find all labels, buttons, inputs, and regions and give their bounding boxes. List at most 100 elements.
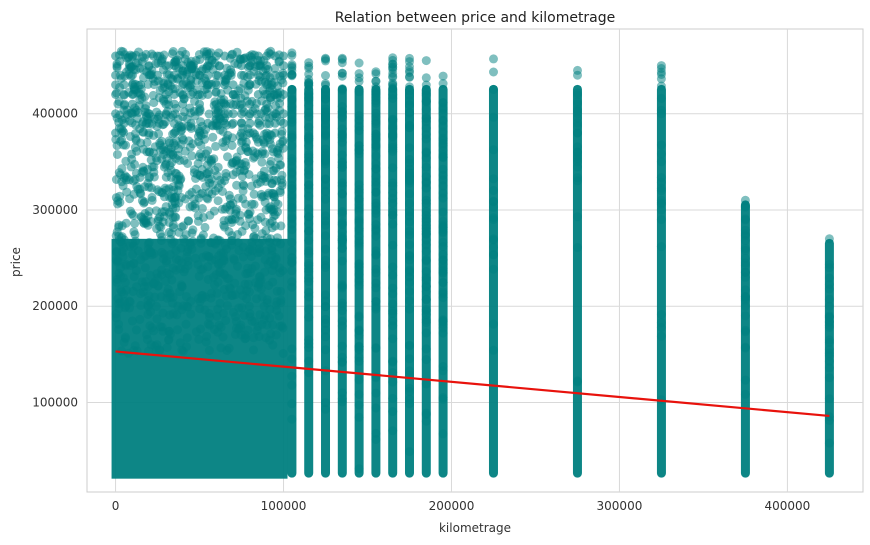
y-tick-label: 100000 bbox=[32, 395, 78, 409]
data-point bbox=[112, 63, 122, 73]
data-point bbox=[243, 325, 253, 335]
data-point bbox=[131, 129, 140, 138]
data-point bbox=[119, 80, 129, 90]
data-point bbox=[153, 51, 162, 61]
data-point bbox=[304, 212, 314, 222]
data-point bbox=[266, 329, 276, 339]
data-point bbox=[261, 226, 271, 236]
data-point bbox=[421, 105, 431, 114]
data-point bbox=[180, 146, 190, 156]
data-point bbox=[220, 80, 230, 90]
data-point bbox=[262, 295, 272, 305]
data-point bbox=[211, 80, 221, 90]
data-point bbox=[201, 169, 211, 179]
data-point bbox=[114, 325, 124, 335]
y-axis-ticks: 100000 200000 300000 400000 bbox=[32, 107, 78, 410]
data-point bbox=[279, 51, 288, 61]
data-point bbox=[253, 61, 263, 71]
data-point bbox=[252, 294, 261, 304]
data-point bbox=[354, 203, 364, 213]
data-point bbox=[824, 234, 834, 244]
data-point bbox=[354, 241, 364, 251]
data-point bbox=[213, 196, 223, 206]
data-point bbox=[245, 51, 255, 61]
data-point bbox=[203, 275, 213, 284]
data-point bbox=[573, 147, 582, 157]
data-point bbox=[271, 101, 281, 111]
data-point bbox=[421, 162, 431, 172]
data-point bbox=[438, 323, 448, 333]
data-point bbox=[354, 389, 364, 399]
data-point bbox=[195, 99, 204, 109]
data-point bbox=[304, 134, 314, 144]
data-point bbox=[388, 131, 398, 141]
data-point bbox=[252, 109, 262, 119]
data-point bbox=[193, 216, 203, 226]
data-point bbox=[287, 141, 297, 151]
data-point bbox=[321, 112, 330, 122]
data-point bbox=[139, 53, 149, 63]
data-point bbox=[222, 274, 232, 284]
data-point bbox=[262, 80, 272, 90]
data-point bbox=[371, 403, 381, 413]
data-point bbox=[489, 186, 498, 195]
data-point bbox=[203, 319, 213, 329]
data-point bbox=[122, 187, 132, 197]
data-point bbox=[304, 312, 314, 322]
data-point bbox=[388, 356, 398, 366]
point-column bbox=[488, 84, 498, 478]
data-point bbox=[371, 129, 381, 139]
data-point bbox=[304, 335, 314, 345]
data-point bbox=[245, 70, 255, 80]
data-point bbox=[304, 122, 314, 132]
data-point bbox=[169, 99, 179, 109]
data-point bbox=[247, 241, 257, 251]
data-point bbox=[111, 70, 121, 80]
data-point bbox=[489, 174, 498, 184]
data-point bbox=[321, 150, 330, 160]
data-point bbox=[656, 70, 666, 79]
data-point bbox=[287, 162, 297, 172]
data-point bbox=[253, 51, 263, 61]
data-point bbox=[245, 109, 255, 119]
data-point bbox=[164, 184, 174, 194]
data-point bbox=[354, 58, 364, 68]
data-point bbox=[656, 331, 666, 341]
data-point bbox=[114, 222, 124, 232]
data-point bbox=[169, 61, 179, 71]
data-point bbox=[405, 304, 414, 314]
data-point bbox=[228, 90, 238, 99]
data-point bbox=[371, 69, 381, 79]
data-point bbox=[249, 345, 258, 355]
data-point bbox=[304, 141, 314, 151]
data-point bbox=[371, 224, 381, 234]
data-point bbox=[167, 49, 177, 59]
data-point bbox=[656, 195, 666, 205]
data-point bbox=[166, 165, 176, 175]
data-point bbox=[211, 87, 221, 97]
data-point bbox=[438, 146, 448, 155]
data-point bbox=[117, 135, 127, 145]
data-point bbox=[287, 117, 297, 127]
data-point bbox=[321, 398, 330, 408]
data-point bbox=[371, 76, 381, 86]
data-point bbox=[210, 325, 219, 334]
data-point bbox=[287, 85, 297, 95]
data-point bbox=[405, 278, 414, 287]
data-point bbox=[237, 70, 246, 80]
data-point bbox=[209, 206, 219, 216]
point-column bbox=[321, 84, 331, 478]
data-point bbox=[170, 199, 180, 208]
data-point bbox=[245, 207, 255, 217]
data-point bbox=[573, 109, 582, 119]
data-point bbox=[220, 70, 230, 80]
data-point bbox=[405, 394, 414, 404]
data-point bbox=[145, 172, 155, 182]
data-point bbox=[155, 140, 165, 150]
data-point bbox=[218, 137, 228, 147]
data-point bbox=[354, 87, 364, 97]
data-point bbox=[287, 204, 297, 214]
data-point bbox=[824, 294, 834, 304]
data-point bbox=[177, 46, 187, 56]
data-point bbox=[168, 292, 178, 302]
